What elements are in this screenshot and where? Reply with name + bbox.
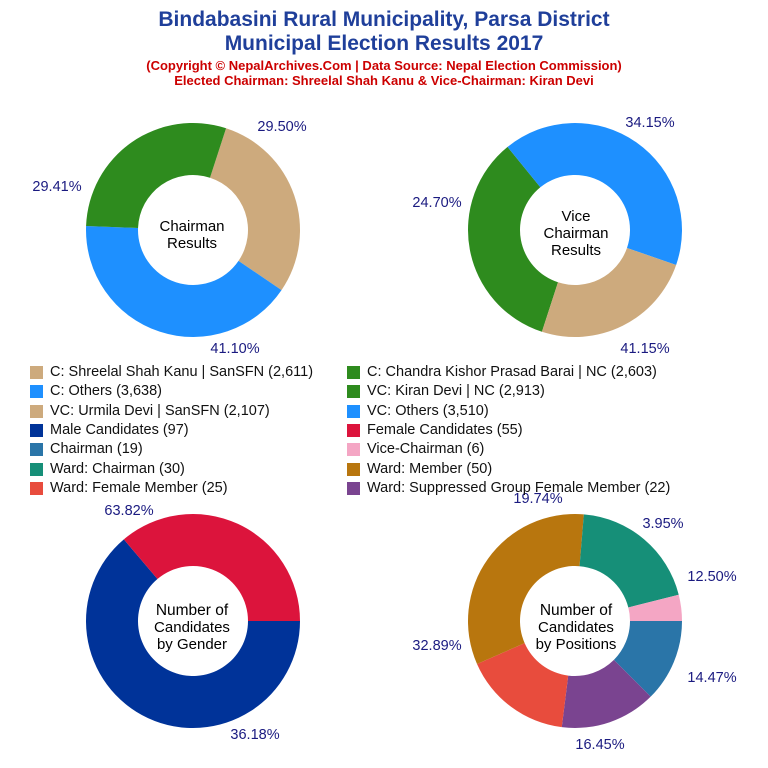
legend-label: Ward: Chairman (30) bbox=[50, 460, 185, 477]
donut-1-center-label: Chairman bbox=[159, 218, 224, 235]
legend-label: C: Chandra Kishor Prasad Barai | NC (2,6… bbox=[367, 364, 657, 380]
legend-swatch bbox=[30, 481, 43, 495]
legend-swatch bbox=[347, 462, 360, 476]
elected-note: Elected Chairman: Shreelal Shah Kanu & V… bbox=[174, 73, 594, 88]
donut-2-center-label: Chairman bbox=[543, 225, 608, 242]
donut-4-percent-label: 12.50% bbox=[687, 569, 736, 585]
donut-3-percent-label: 36.18% bbox=[230, 727, 279, 743]
donut-1-slice-3 bbox=[86, 122, 227, 228]
chart-title-line2: Municipal Election Results 2017 bbox=[224, 32, 544, 55]
donut-1-center-label: Results bbox=[167, 235, 217, 252]
donut-3-center-label: Number of bbox=[156, 602, 229, 619]
legend-swatch bbox=[347, 423, 360, 437]
legend-label: C: Shreelal Shah Kanu | SanSFN (2,611) bbox=[50, 364, 314, 380]
donut-2-slice-1 bbox=[468, 146, 559, 332]
donut-1-percent-label: 41.10% bbox=[210, 341, 259, 357]
donut-1-percent-label: 29.50% bbox=[257, 119, 306, 135]
legend-label: VC: Urmila Devi | SanSFN (2,107) bbox=[50, 402, 270, 419]
donut-2-percent-label: 24.70% bbox=[412, 195, 461, 211]
donut-4-slice-1 bbox=[613, 621, 682, 697]
donut-4-slice-4 bbox=[468, 513, 584, 664]
legend-swatch bbox=[30, 404, 43, 418]
donut-3-center-label: by Gender bbox=[157, 636, 227, 653]
donut-3-percent-label: 63.82% bbox=[104, 503, 153, 519]
donut-2-center-label: Results bbox=[551, 242, 601, 259]
legend-swatch bbox=[347, 404, 360, 418]
legend-swatch bbox=[30, 462, 43, 476]
legend-swatch bbox=[347, 443, 360, 457]
donut-3-center-label: Candidates bbox=[154, 619, 230, 636]
legend-label: Ward: Suppressed Group Female Member (22… bbox=[367, 479, 671, 496]
donut-3-slice-1 bbox=[85, 539, 300, 728]
donut-4-percent-label: 19.74% bbox=[513, 491, 562, 507]
legend-swatch bbox=[347, 366, 360, 379]
donut-4-center-label: Candidates bbox=[538, 619, 614, 636]
copyright-note: (Copyright © NepalArchives.Com | Data So… bbox=[146, 58, 622, 73]
chart-title-line1: Bindabasini Rural Municipality, Parsa Di… bbox=[158, 8, 610, 31]
legend-swatch bbox=[30, 423, 43, 437]
donut-4-slice-3 bbox=[477, 643, 569, 728]
legend-label: Vice-Chairman (6) bbox=[367, 441, 485, 458]
donut-1-slice-1 bbox=[209, 128, 300, 291]
legend-swatch bbox=[30, 366, 43, 379]
donut-4-percent-label: 32.89% bbox=[412, 638, 461, 654]
donut-2-percent-label: 41.15% bbox=[620, 341, 669, 357]
donut-4-center-label: Number of bbox=[540, 602, 613, 619]
legend-label: VC: Others (3,510) bbox=[367, 402, 489, 419]
legend-label: Female Candidates (55) bbox=[367, 421, 523, 438]
donut-1-percent-label: 29.41% bbox=[32, 179, 81, 195]
donut-2-percent-label: 34.15% bbox=[625, 115, 674, 131]
legend-swatch bbox=[347, 481, 360, 495]
legend-label: Ward: Member (50) bbox=[367, 460, 493, 477]
donut-3-slice-2 bbox=[123, 513, 300, 621]
legend-label: Male Candidates (97) bbox=[50, 421, 189, 438]
donut-4-slice-5 bbox=[579, 514, 679, 608]
legend-swatch bbox=[30, 385, 43, 399]
donut-4-center-label: by Positions bbox=[536, 636, 617, 653]
legend-label: VC: Kiran Devi | NC (2,913) bbox=[367, 383, 545, 400]
donut-2-slice-2 bbox=[507, 123, 683, 265]
legend-label: Ward: Female Member (25) bbox=[50, 479, 228, 496]
donut-4-percent-label: 3.95% bbox=[642, 516, 683, 532]
donut-4-slice-6 bbox=[628, 594, 682, 621]
legend-swatch bbox=[347, 385, 360, 399]
legend-label: Chairman (19) bbox=[50, 441, 143, 458]
donut-1-slice-2 bbox=[86, 226, 282, 337]
legend-label: C: Others (3,638) bbox=[50, 383, 163, 400]
donut-2-slice-3 bbox=[541, 247, 677, 338]
donut-2-center-label: Vice bbox=[562, 208, 591, 225]
donut-4-slice-2 bbox=[561, 659, 651, 728]
donut-4-percent-label: 16.45% bbox=[575, 737, 624, 753]
donut-4-percent-label: 14.47% bbox=[687, 670, 736, 686]
legend-swatch bbox=[30, 443, 43, 457]
